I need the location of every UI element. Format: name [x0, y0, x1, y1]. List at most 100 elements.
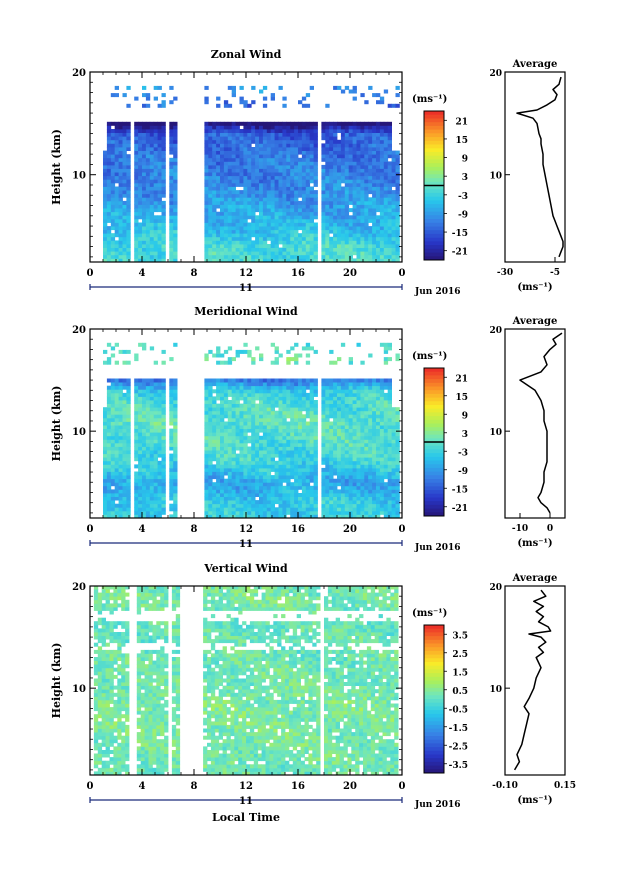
heatmap-cells: [103, 342, 400, 519]
colorbar-segment: [424, 375, 444, 380]
panel-vertical-wind: Vertical Wind 0 4 8 12 16 20 0 10 20 Height (km) 11…: [50, 562, 576, 824]
average-profile-line: [516, 76, 564, 258]
y-tick-label: 20: [72, 582, 86, 593]
x-axis-label: Local Time: [212, 811, 280, 824]
average-y-tick-label: 10: [489, 172, 502, 182]
colorbar-segment: [424, 650, 444, 656]
average-y-tick-label: 10: [489, 428, 502, 438]
colorbar-tick-label: 1.5: [452, 668, 468, 678]
x-tick-label: 12: [239, 781, 253, 792]
colorbar-segment: [424, 512, 444, 517]
colorbar-segment: [424, 226, 444, 231]
colorbar-segment: [424, 230, 444, 235]
colorbar-tick-label: 0.5: [452, 687, 468, 697]
colorbar-segment: [424, 628, 444, 633]
average-y-tick-label: 20: [489, 326, 502, 336]
average-unit: (ms⁻¹): [517, 282, 552, 293]
average-title: Average: [512, 316, 558, 327]
average-x-tick-label: -30: [497, 268, 513, 278]
colorbar-segment: [424, 647, 444, 652]
date-label: Jun 2016: [414, 543, 461, 553]
colorbar-segment: [424, 237, 444, 242]
colorbar-tick-label: 21: [455, 374, 468, 384]
colorbar-segment: [424, 710, 444, 715]
colorbar-unit: (ms⁻¹): [412, 351, 447, 362]
colorbar-segment: [424, 137, 444, 142]
colorbar-segment: [424, 122, 444, 127]
colorbar-segment: [424, 739, 444, 744]
colorbar-segment: [424, 248, 444, 253]
x-tick-label: 4: [139, 524, 146, 535]
colorbar-segment: [424, 501, 444, 506]
colorbar-tick-label: -1.5: [449, 724, 468, 734]
colorbar-segment: [424, 639, 444, 644]
colorbar-segment: [424, 758, 444, 763]
x-tick-label: 12: [239, 524, 253, 535]
y-axis-label: Height (km): [50, 129, 63, 205]
colorbar-unit: (ms⁻¹): [412, 94, 447, 105]
average-x-tick-label: 0.15: [554, 781, 576, 791]
colorbar-segment: [424, 241, 444, 246]
colorbar-segment: [424, 170, 444, 175]
colorbar-segment: [424, 728, 444, 733]
colorbar-segment: [424, 219, 444, 224]
colorbar-tick-label: -3: [458, 448, 468, 458]
colorbar-segment: [424, 654, 444, 659]
colorbar-segment: [424, 140, 444, 145]
colorbar-segment: [424, 695, 444, 700]
y-axis-label: Height (km): [50, 386, 63, 462]
colorbar-segment: [424, 665, 444, 670]
colorbar-segment: [424, 713, 444, 718]
colorbar-segment: [424, 669, 444, 674]
x-tick-label: 8: [191, 781, 198, 792]
average-y-tick-label: 10: [489, 685, 502, 695]
panel-title: Zonal Wind: [211, 48, 282, 61]
colorbar-segment: [424, 717, 444, 722]
colorbar-segment: [424, 724, 444, 730]
y-tick-label: 10: [72, 171, 86, 182]
x-tick-label: 16: [291, 524, 305, 535]
colorbar-segment: [424, 680, 444, 685]
colorbar-tick-label: -2.5: [449, 742, 468, 752]
colorbar-segment: [424, 233, 444, 239]
colorbar-segment: [424, 673, 444, 678]
colorbar-segment: [424, 676, 444, 681]
colorbar-segment: [424, 765, 444, 770]
colorbar-tick-label: -21: [452, 248, 468, 258]
colorbar-segment: [424, 185, 444, 190]
colorbar-segment: [424, 111, 444, 116]
x-tick-label: 16: [291, 268, 305, 279]
colorbar-segment: [424, 747, 444, 752]
colorbar-segment: [424, 706, 444, 711]
colorbar-segment: [424, 636, 444, 641]
colorbar-tick-label: -9: [458, 467, 468, 477]
average-title: Average: [512, 573, 558, 584]
colorbar-segment: [424, 386, 444, 391]
average-x-tick-label: -0.10: [492, 781, 518, 791]
average-unit: (ms⁻¹): [517, 795, 552, 806]
average-x-tick-label: -5: [550, 268, 560, 278]
colorbar-segment: [424, 508, 444, 513]
average-y-tick-label: 20: [489, 583, 502, 593]
heatmap-cells: [93, 585, 399, 776]
colorbar-segment: [424, 736, 444, 741]
panel-meridional-wind: Meridional Wind 0 4 8 12 16 20 0 10 20 Height (km)…: [50, 305, 566, 553]
colorbar-segment: [424, 196, 444, 201]
colorbar-segment: [424, 192, 444, 198]
colorbar-segment: [424, 129, 444, 134]
y-tick-label: 20: [72, 68, 86, 79]
colorbar-segment: [424, 125, 444, 131]
colorbar-segment: [424, 397, 444, 402]
average-frame: [504, 71, 566, 263]
colorbar-segment: [424, 467, 444, 473]
colorbar-segment: [424, 368, 444, 373]
panel-title: Meridional Wind: [194, 305, 298, 318]
colorbar-tick-label: 9: [462, 411, 468, 421]
colorbar-tick-label: 21: [455, 117, 468, 127]
colorbar-frame: [423, 624, 445, 774]
colorbar-segment: [424, 691, 444, 696]
colorbar-segment: [424, 430, 444, 436]
colorbar-segment: [424, 750, 444, 755]
colorbar-segment: [424, 486, 444, 491]
colorbar-segment: [424, 658, 444, 663]
